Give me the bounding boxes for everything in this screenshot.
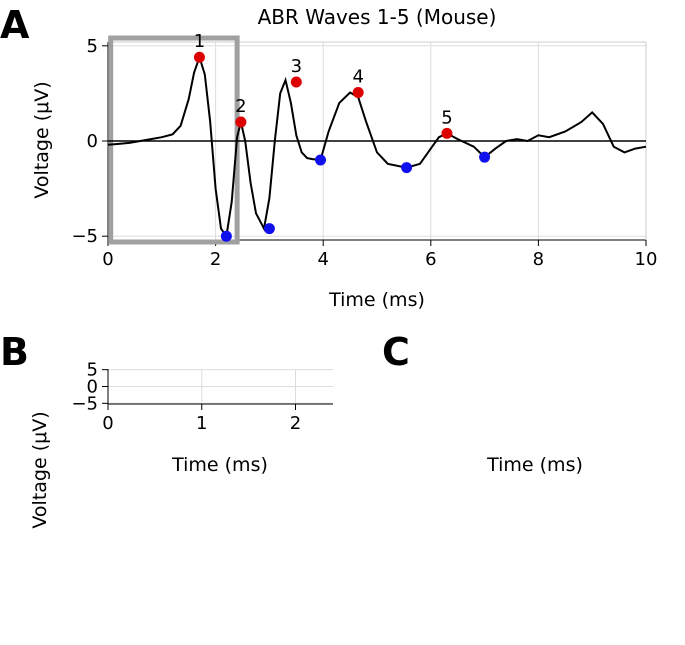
y-tick-label: 5 [87, 360, 98, 381]
peak-marker [441, 127, 453, 139]
panel-b-letter: B [0, 330, 29, 374]
y-tick-label: 0 [87, 131, 98, 152]
peak-label: 5 [441, 107, 452, 128]
x-tick-label: 2 [290, 413, 301, 434]
x-tick-label: 2 [210, 249, 221, 270]
y-tick-label: −5 [71, 393, 98, 414]
x-tick-label: 0 [102, 249, 113, 270]
peak-label: 4 [352, 66, 363, 87]
abr-trace [107, 54, 647, 239]
panel-a-plot: 0 2 4 6 8 10−505 123 45 [71, 31, 657, 270]
peak-label: 3 [291, 56, 302, 77]
y-tick-label: 5 [87, 36, 98, 57]
x-tick-label: 1 [196, 413, 207, 434]
peak-marker [290, 76, 302, 88]
x-tick-label: 10 [635, 249, 658, 270]
trough-marker [220, 230, 232, 242]
panel-c-letter: C [382, 330, 410, 374]
peak-marker [352, 86, 364, 98]
panel-b-xlabel: Time (ms) [171, 454, 268, 476]
panel-a-xlabel: Time (ms) [328, 289, 425, 311]
x-tick-label: 0 [102, 413, 113, 434]
x-tick-label: 6 [425, 249, 436, 270]
peak-marker [235, 116, 247, 128]
peak-label: 2 [235, 96, 246, 117]
trough-marker [479, 151, 491, 163]
peak-label: 1 [194, 31, 205, 52]
x-tick-label: 4 [317, 249, 328, 270]
panel-b-ylabel: Voltage (μV) [29, 411, 51, 528]
panel-a-ylabel: Voltage (μV) [31, 81, 53, 198]
trough-marker [263, 223, 275, 235]
panel-a-letter: A [0, 3, 30, 47]
x-tick-label: 8 [533, 249, 544, 270]
peak-marker [193, 51, 205, 63]
y-tick-label: 0 [87, 377, 98, 398]
panel-a-title: ABR Waves 1-5 (Mouse) [258, 5, 497, 29]
trough-marker [401, 162, 413, 174]
y-tick-label: −5 [71, 226, 98, 247]
panel-b-plot: 0 1 2−505 [71, 360, 333, 434]
trough-marker [315, 154, 327, 166]
panel-c-xlabel: Time (ms) [486, 454, 583, 476]
